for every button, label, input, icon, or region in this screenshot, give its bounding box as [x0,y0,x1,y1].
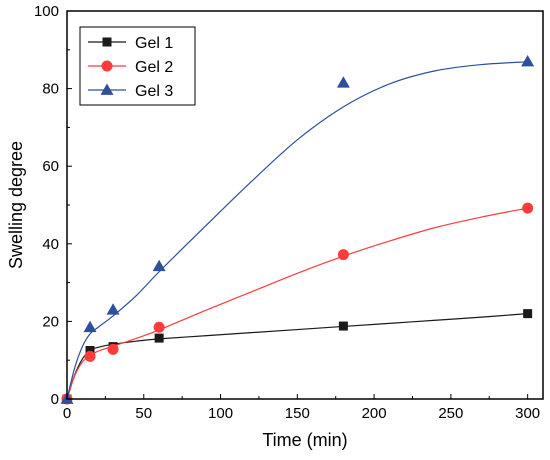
legend-label: Gel 3 [135,83,173,100]
y-tick-label: 0 [51,391,59,408]
y-tick-label: 20 [42,313,59,330]
data-point [521,54,535,67]
legend-marker [100,83,114,95]
plot-frame [66,10,544,400]
series-1 [62,309,533,404]
x-tick-label: 50 [135,405,152,422]
y-tick-label: 60 [42,158,59,175]
series-layer [60,54,535,405]
series-line [66,207,528,400]
legend-marker [102,37,112,47]
data-point [522,202,534,214]
data-point [337,249,349,261]
legend: Gel 1 Gel 2 Gel 3 [79,26,196,106]
x-tick-label: 100 [208,405,233,422]
x-axis-title: Time (min) [262,430,347,450]
data-point [336,76,350,88]
y-tick-label: 100 [34,3,59,20]
x-tick-label: 300 [515,405,540,422]
data-point [523,309,533,319]
data-point [153,321,165,333]
series-line [66,61,528,400]
series-3 [60,54,535,404]
data-point [106,303,120,315]
y-tick-label: 40 [42,236,59,253]
data-point [83,320,97,333]
x-tick-label: 150 [285,405,310,422]
data-point [152,259,166,272]
legend-label: Gel 2 [135,59,173,76]
data-point [154,333,164,343]
x-tick-label: 250 [438,405,463,422]
x-tick-label: 200 [362,405,387,422]
x-tick-label: 0 [63,405,71,422]
data-point [338,321,348,331]
data-point [84,350,96,362]
tick-layer: 0 50 100 150 200 250 300 0 20 40 60 80 100 [34,3,540,422]
series-line [66,313,528,400]
data-point [107,343,119,355]
legend-marker [101,60,113,72]
series-2 [61,202,534,405]
y-axis-title: Swelling degree [6,141,26,269]
y-tick-label: 80 [42,81,59,98]
legend-label: Gel 1 [135,35,173,52]
data-point [85,346,95,355]
